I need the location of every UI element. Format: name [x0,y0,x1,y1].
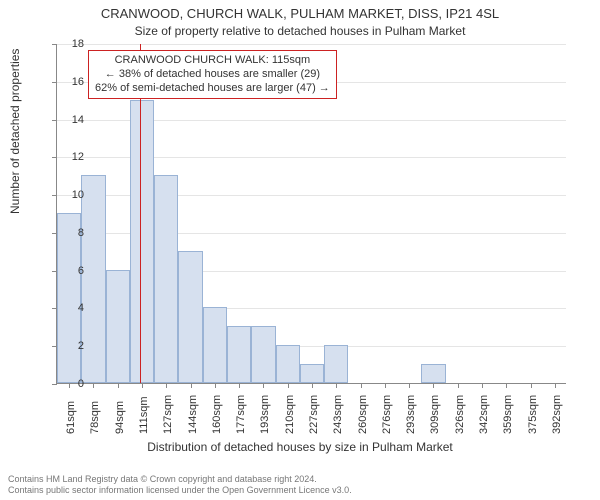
histogram-bar [227,326,251,383]
xtick-label: 111sqm [138,396,150,434]
histogram-bar [251,326,275,383]
xtick-label: 243sqm [332,395,344,434]
histogram-bar [178,251,202,383]
xtick-label: 293sqm [405,395,417,434]
xtick-label: 276sqm [381,395,393,434]
xtick-label: 375sqm [527,395,539,434]
annotation-line-3: 62% of semi-detached houses are larger (… [95,82,330,96]
footer-attribution: Contains HM Land Registry data © Crown c… [8,474,352,497]
annotation-line-1: CRANWOOD CHURCH WALK: 115sqm [95,54,330,68]
histogram-bar [421,364,445,383]
histogram-bar [130,100,154,383]
ytick-label: 6 [48,265,84,277]
footer-line-2: Contains public sector information licen… [8,485,352,496]
xtick-label: 309sqm [429,395,441,434]
y-axis-label: Number of detached properties [8,49,22,214]
ytick-label: 8 [48,227,84,239]
histogram-bar [300,364,324,383]
histogram-bar [324,345,348,383]
xtick-mark [361,383,362,388]
xtick-mark [239,383,240,388]
histogram-bar [203,307,227,383]
xtick-mark [118,383,119,388]
histogram-bar [106,270,130,383]
xtick-label: 127sqm [162,395,174,434]
xtick-label: 78sqm [89,401,101,434]
xtick-label: 210sqm [284,395,296,434]
xtick-mark [312,383,313,388]
xtick-mark [506,383,507,388]
xtick-label: 392sqm [551,395,563,434]
ytick-label: 10 [48,189,84,201]
x-axis-label: Distribution of detached houses by size … [0,440,600,454]
histogram-bar [81,175,105,383]
ytick-label: 18 [48,38,84,50]
xtick-label: 227sqm [308,395,320,434]
annotation-callout: CRANWOOD CHURCH WALK: 115sqm ← 38% of de… [88,50,337,99]
xtick-label: 94sqm [114,401,126,434]
xtick-mark [215,383,216,388]
xtick-mark [336,383,337,388]
xtick-mark [385,383,386,388]
xtick-label: 260sqm [357,395,369,434]
xtick-mark [409,383,410,388]
xtick-mark [531,383,532,388]
xtick-label: 144sqm [187,395,199,434]
xtick-mark [191,383,192,388]
histogram-bar [154,175,178,383]
xtick-mark [458,383,459,388]
xtick-mark [482,383,483,388]
ytick-label: 14 [48,114,84,126]
footer-line-1: Contains HM Land Registry data © Crown c… [8,474,352,485]
xtick-mark [93,383,94,388]
chart-sub-title: Size of property relative to detached ho… [0,24,600,38]
xtick-mark [142,383,143,388]
xtick-label: 177sqm [235,395,247,434]
ytick-label: 0 [48,378,84,390]
histogram-bar [276,345,300,383]
ytick-label: 12 [48,151,84,163]
annotation-line-2: ← 38% of detached houses are smaller (29… [95,68,330,82]
xtick-label: 342sqm [478,395,490,434]
ytick-label: 2 [48,340,84,352]
xtick-label: 359sqm [502,395,514,434]
xtick-mark [166,383,167,388]
chart-main-title: CRANWOOD, CHURCH WALK, PULHAM MARKET, DI… [0,6,600,21]
xtick-mark [555,383,556,388]
xtick-mark [263,383,264,388]
ytick-label: 16 [48,76,84,88]
xtick-label: 193sqm [259,395,271,434]
xtick-label: 160sqm [211,395,223,434]
xtick-label: 61sqm [65,401,77,434]
xtick-label: 326sqm [454,395,466,434]
xtick-mark [288,383,289,388]
ytick-label: 4 [48,302,84,314]
xtick-mark [433,383,434,388]
